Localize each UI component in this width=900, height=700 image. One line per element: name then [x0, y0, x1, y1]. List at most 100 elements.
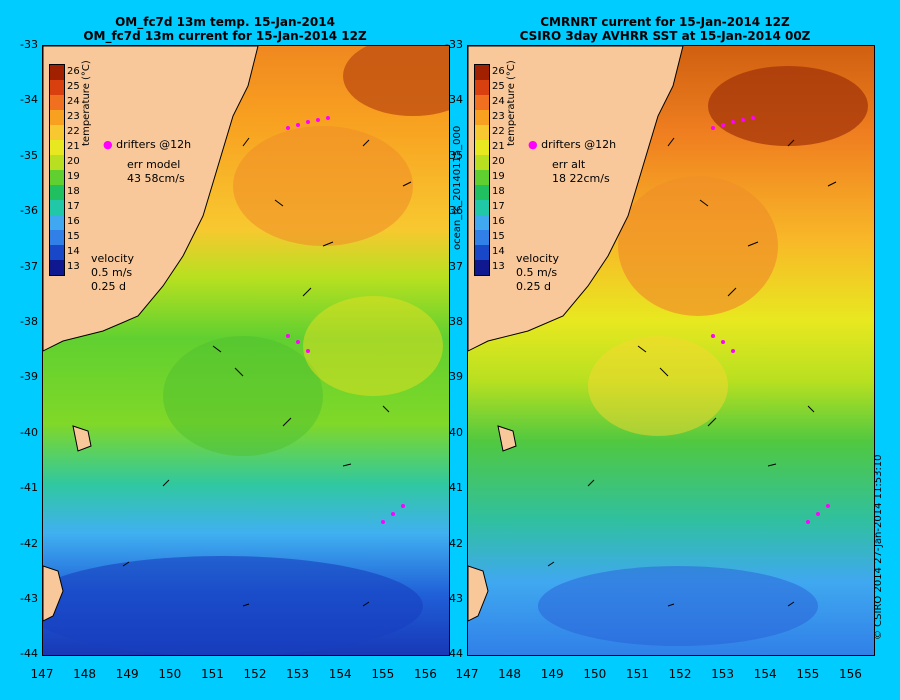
colorbar-label: 22 [492, 125, 505, 137]
left-drifters-label: drifters @12h [116, 138, 192, 151]
latitude-tick-label: -43 [20, 592, 38, 605]
latitude-tick-label: -38 [20, 315, 38, 328]
colorbar-swatch [475, 260, 489, 275]
colorbar-swatch [50, 140, 64, 155]
latitude-tick-label: -39 [20, 370, 38, 384]
colorbar-swatch [50, 170, 64, 185]
latitude-tick-label: -34 [20, 93, 38, 107]
colorbar-swatch [50, 65, 64, 80]
longitude-tick-label: 148 [73, 667, 97, 681]
left-title-line-2: OM_fc7d 13m current for 15-Jan-2014 12Z [83, 29, 367, 43]
left-drifters-legend: ● drifters @12h [103, 138, 191, 152]
colorbar-label: 24 [492, 95, 505, 107]
left-error-legend: err model 43 58cm/s [127, 158, 185, 186]
drifter-marker-icon: ● [528, 138, 538, 151]
colorbar-swatch [50, 230, 64, 245]
colorbar-label: 18 [67, 185, 80, 197]
right-velocity-legend: velocity 0.5 m/s 0.25 d [516, 252, 559, 294]
colorbar-swatch [50, 110, 64, 125]
colorbar-label: 19 [492, 170, 505, 182]
latitude-tick-label: -35 [20, 148, 38, 162]
colorbar-label: 18 [492, 185, 505, 197]
longitude-tick-label: 154 [753, 667, 777, 681]
colorbar-swatch [475, 125, 489, 140]
colorbar-label: 22 [67, 125, 80, 137]
colorbar-label: 16 [67, 215, 80, 227]
colorbar-swatch [50, 95, 64, 110]
right-drifter-tracks [711, 116, 830, 524]
longitude-tick-label: 155 [371, 667, 395, 681]
colorbar-swatch [50, 215, 64, 230]
right-drifters-legend: ● drifters @12h [528, 138, 616, 152]
right-map-panel: 26 25 24 23 22 21 20 19 18 17 16 15 14 13 temperature… [467, 45, 875, 656]
colorbar-swatch [50, 260, 64, 275]
left-map-title: OM_fc7d 13m temp. 15-Jan-2014 OM_fc7d 13… [0, 15, 450, 43]
left-colorbar [49, 64, 65, 276]
colorbar-swatch [475, 80, 489, 95]
longitude-tick-label: 155 [796, 667, 820, 681]
colorbar-swatch [475, 200, 489, 215]
colorbar-label: 19 [67, 170, 80, 182]
right-colorbar-title: temperature (°C) [506, 60, 517, 146]
longitude-tick-label: 156 [413, 667, 437, 681]
right-drifters-label: drifters @12h [541, 138, 617, 151]
right-error-legend: err alt 18 22cm/s [552, 158, 610, 186]
left-sst-field [43, 46, 449, 655]
right-map-title: CMRNRT current for 15-Jan-2014 12Z CSIRO… [440, 15, 890, 43]
left-err-value: 43 58cm/s [127, 172, 185, 185]
colorbar-swatch [475, 230, 489, 245]
right-velocity-label: velocity [516, 252, 559, 265]
right-title-line-1: CMRNRT current for 15-Jan-2014 12Z [540, 15, 790, 29]
colorbar-swatch [475, 65, 489, 80]
colorbar-label: 15 [492, 230, 505, 242]
colorbar-label: 21 [67, 140, 80, 152]
right-velocity-speed: 0.5 m/s [516, 266, 558, 279]
colorbar-swatch [50, 155, 64, 170]
longitude-tick-label: 150 [583, 667, 607, 681]
left-velocity-duration: 0.25 d [91, 280, 126, 293]
latitude-tick-label: -41 [20, 481, 38, 495]
longitude-tick-label: 148 [498, 667, 522, 681]
longitude-tick-label: 151 [200, 667, 224, 681]
colorbar-label: 25 [67, 80, 80, 92]
colorbar-label: 23 [67, 110, 80, 122]
longitude-tick-label: 149 [540, 667, 564, 681]
colorbar-label: 23 [492, 110, 505, 122]
colorbar-label: 17 [67, 200, 80, 212]
colorbar-label: 21 [492, 140, 505, 152]
latitude-tick-label: -42 [20, 536, 38, 550]
latitude-tick-label: -37 [20, 259, 38, 273]
right-sst-field [468, 46, 874, 655]
longitude-tick-label: 154 [328, 667, 352, 681]
left-colorbar-title: temperature (°C) [81, 60, 92, 146]
left-map-panel: 26 25 24 23 22 21 20 19 18 17 16 15 14 13 temperature… [42, 45, 450, 656]
longitude-tick-label: 153 [711, 667, 735, 681]
colorbar-swatch [50, 80, 64, 95]
colorbar-label: 13 [492, 260, 505, 272]
latitude-tick-label: -36 [20, 204, 38, 218]
colorbar-label: 20 [67, 155, 80, 167]
longitude-tick-label: 152 [668, 667, 692, 681]
colorbar-swatch [475, 245, 489, 260]
colorbar-label: 26 [492, 65, 505, 77]
longitude-tick-label: 149 [115, 667, 139, 681]
colorbar-swatch [50, 245, 64, 260]
colorbar-label: 24 [67, 95, 80, 107]
left-err-label: err model [127, 158, 181, 171]
colorbar-label: 13 [67, 260, 80, 272]
longitude-tick-label: 153 [286, 667, 310, 681]
colorbar-swatch [475, 215, 489, 230]
colorbar-swatch [475, 95, 489, 110]
colorbar-label: 20 [492, 155, 505, 167]
colorbar-swatch [475, 155, 489, 170]
longitude-tick-label: 147 [455, 667, 479, 681]
latitude-tick-label: -33 [20, 38, 38, 51]
colorbar-label: 14 [67, 245, 80, 257]
colorbar-label: 25 [492, 80, 505, 92]
longitude-tick-label: 152 [243, 667, 267, 681]
longitude-tick-label: 150 [158, 667, 182, 681]
colorbar-label: 14 [492, 245, 505, 257]
colorbar-swatch [50, 125, 64, 140]
colorbar-label: 16 [492, 215, 505, 227]
left-velocity-legend: velocity 0.5 m/s 0.25 d [91, 252, 134, 294]
